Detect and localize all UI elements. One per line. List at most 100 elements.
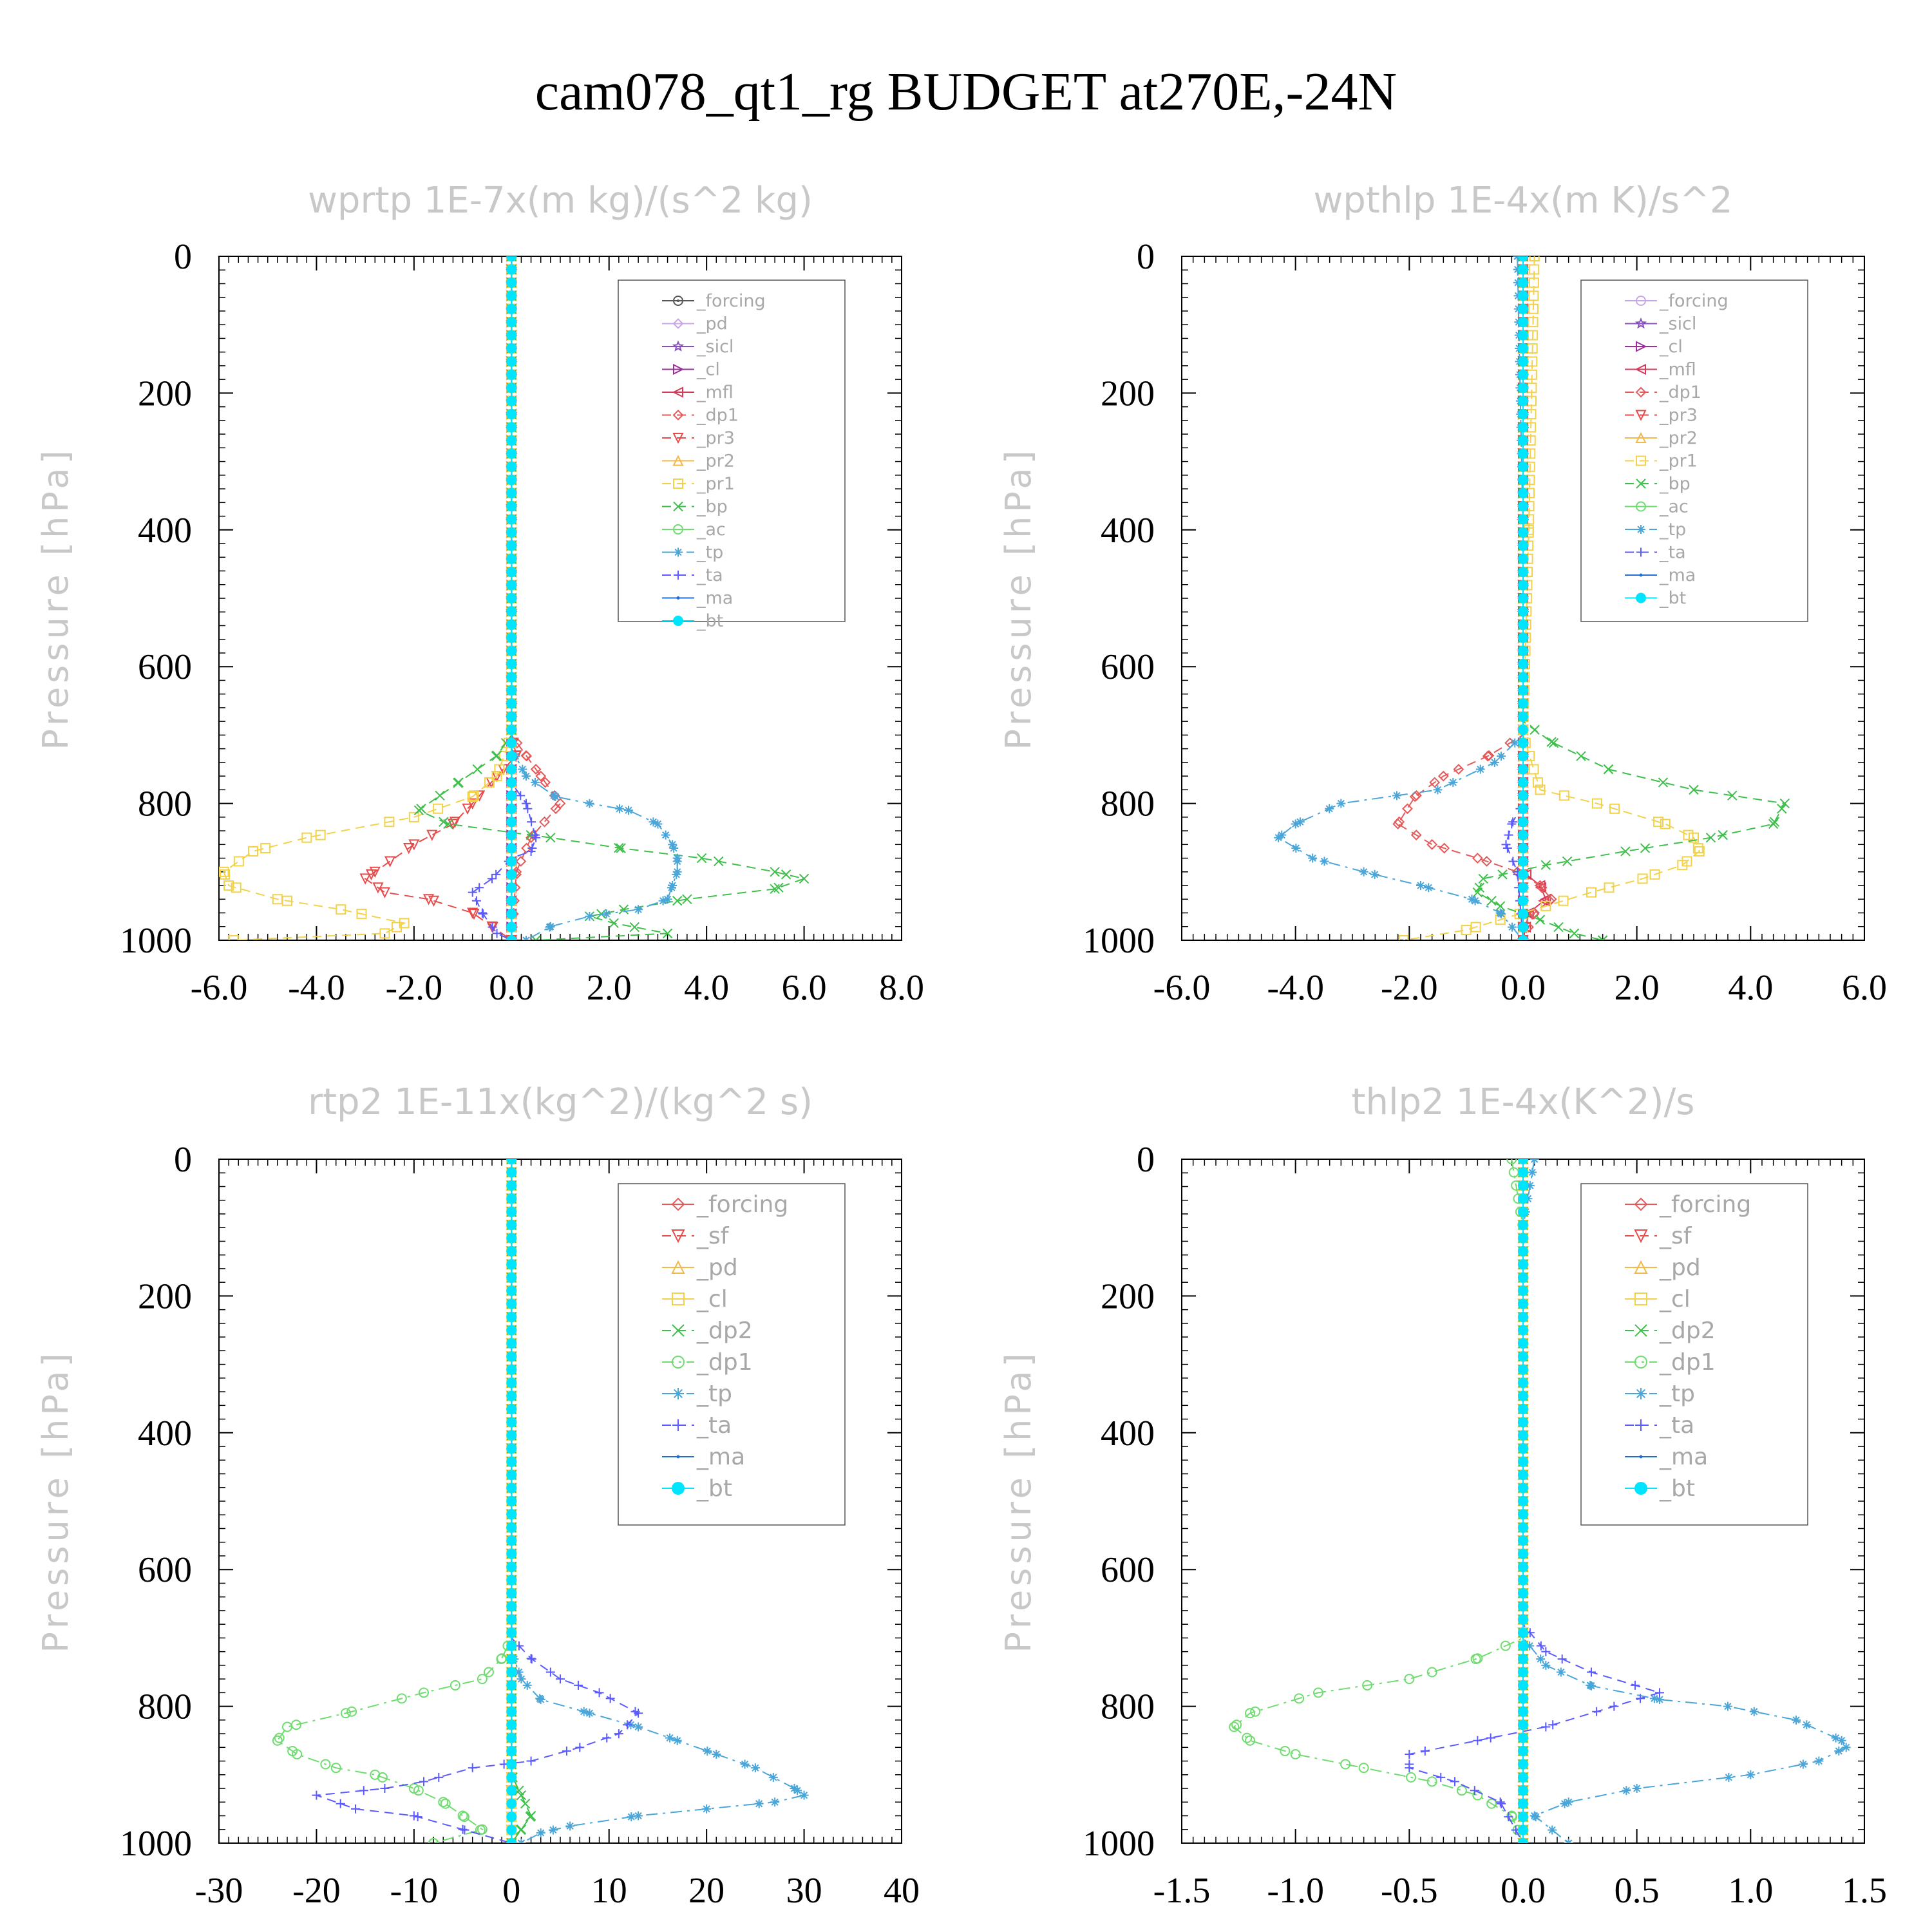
series-markers-bt (1518, 256, 1528, 940)
series-line-tp (1522, 1159, 1848, 1843)
legend-item: _cl (662, 1286, 728, 1312)
legend-item: _pr1 (1625, 451, 1698, 471)
series-markers-bt (506, 256, 517, 940)
legend-label: _mfl (1659, 360, 1696, 380)
legend-label: _pd (696, 314, 728, 334)
legend-label: _bp (1659, 474, 1690, 494)
legend-item: _forcing (1625, 1191, 1751, 1218)
legend-item: _tp (662, 543, 723, 563)
legend-label: _pr1 (696, 474, 735, 494)
y-tick-label: 600 (138, 647, 192, 687)
y-axis-label: Pressure [hPa] (35, 1349, 76, 1653)
x-tick-label: -6.0 (191, 968, 248, 1008)
x-tick-label: 2.0 (1615, 968, 1660, 1008)
y-tick-label: 400 (1101, 1414, 1155, 1454)
x-tick-label: -6.0 (1153, 968, 1211, 1008)
legend-label: _pr2 (696, 451, 735, 471)
legend-item: _sicl (1625, 314, 1696, 334)
legend-item: _pd (1625, 1255, 1701, 1281)
series-markers-ta (312, 1159, 643, 1843)
legend-item: _dp1 (1625, 1349, 1716, 1376)
legend-item: _forcing (662, 291, 766, 311)
x-tick-label: 40 (884, 1871, 920, 1911)
legend-label: _dp1 (696, 406, 739, 426)
legend-item: _dp2 (1625, 1318, 1716, 1344)
legend-label: _pr3 (696, 428, 735, 448)
legend-label: _bt (1659, 1475, 1695, 1502)
y-axis-label: Pressure [hPa] (35, 446, 76, 750)
legend-label: _pd (1659, 1255, 1701, 1281)
legend-item: _pr1 (662, 474, 735, 494)
legend-item: _ma (662, 1444, 745, 1470)
legend-label: _tp (696, 543, 723, 563)
legend-item: _pr2 (1625, 428, 1698, 448)
legend: _forcing _sicl _cl _mfl _dp1 _pr3_pr2 _pr1 _bp _… (1580, 279, 1808, 622)
y-tick-label: 1000 (1083, 921, 1155, 961)
series-line-pr3 (364, 256, 517, 940)
legend: _forcing _sf _pd _cl _dp2 _dp1 _tp _ta _ma _bt (618, 1183, 846, 1526)
panel-title: wpthlp 1E-4x(m K)/s^2 (1313, 180, 1732, 222)
y-tick-label: 200 (1101, 1276, 1155, 1316)
y-tick-label: 400 (138, 511, 192, 551)
legend-label: _dp1 (1659, 1349, 1716, 1376)
y-tick-label: 0 (174, 237, 192, 277)
x-tick-label: 1.0 (1728, 1871, 1773, 1911)
x-tick-label: -20 (292, 1871, 341, 1911)
x-tick-label: 30 (786, 1871, 822, 1911)
legend-item: _sf (1625, 1223, 1692, 1249)
legend-label: _ma (696, 589, 733, 609)
x-tick-label: -1.0 (1267, 1871, 1324, 1911)
legend-item: _ta (1625, 543, 1686, 563)
legend-label: _dp1 (1659, 383, 1701, 402)
legend-item: _cl (662, 360, 720, 380)
legend-item: _pd (662, 314, 728, 334)
legend-label: _bt (696, 1475, 732, 1502)
y-tick-label: 800 (138, 784, 192, 824)
series-line-bp (417, 256, 807, 940)
y-tick-label: 400 (138, 1414, 192, 1454)
series-line-tp (511, 1159, 806, 1843)
series-markers-dp1 (1229, 1159, 1528, 1843)
legend-item: _pr2 (662, 451, 735, 471)
x-tick-label: -0.5 (1381, 1871, 1438, 1911)
y-tick-label: 0 (174, 1140, 192, 1180)
x-tick-label: 10 (591, 1871, 627, 1911)
legend-item: _forcing (662, 1191, 788, 1218)
legend-item: _tp (1625, 1381, 1695, 1407)
series-line-tp (511, 256, 678, 940)
legend-label: _forcing (696, 291, 766, 311)
legend-item: _pr3 (1625, 406, 1698, 426)
panel-title: thlp2 1E-4x(K^2)/s (1352, 1081, 1695, 1123)
series-line-dp1 (1233, 1159, 1524, 1843)
series-line-dp1 (276, 1159, 513, 1843)
legend-label: _ta (1659, 543, 1686, 563)
series-markers-tp (1274, 256, 1528, 940)
legend-item: _ta (662, 565, 723, 585)
figure-title: cam078_qt1_rg BUDGET at270E,-24N (535, 62, 1397, 122)
legend-item: _pd (662, 1255, 738, 1281)
y-axis-label: Pressure [hPa] (998, 1349, 1039, 1653)
y-tick-label: 1000 (120, 1824, 192, 1864)
x-tick-label: 0.5 (1615, 1871, 1660, 1911)
legend-item: _ac (662, 520, 726, 540)
legend-item: _bt (1625, 1475, 1695, 1502)
x-tick-label: 0.0 (1501, 968, 1546, 1008)
legend-label: _ma (1659, 565, 1696, 585)
legend-label: _cl (696, 360, 720, 380)
series-line-pr1 (223, 256, 513, 940)
series-line-ta (316, 1159, 639, 1843)
y-tick-label: 400 (1101, 511, 1155, 551)
y-tick-label: 600 (1101, 1550, 1155, 1590)
y-tick-label: 600 (1101, 647, 1155, 687)
legend-label: _bt (1659, 589, 1686, 609)
chart-panel-3: thlp2 1E-4x(K^2)/s Pressure [hPa] -1.5 -1.0… (998, 1081, 1887, 1911)
legend-label: _mfl (696, 383, 734, 402)
x-tick-label: -4.0 (1267, 968, 1324, 1008)
legend-label: _ac (1659, 497, 1689, 517)
legend-label: _ta (696, 565, 723, 585)
legend: _forcing _pd _sicl _cl _mfl _dp1_pr3 _pr2 _pr1 _… (618, 279, 846, 631)
x-tick-label: 2.0 (587, 968, 632, 1008)
legend-item: _mfl (1625, 360, 1696, 380)
legend-item: _pr3 (662, 428, 735, 448)
panel-title: rtp2 1E-11x(kg^2)/(kg^2 s) (308, 1081, 813, 1123)
